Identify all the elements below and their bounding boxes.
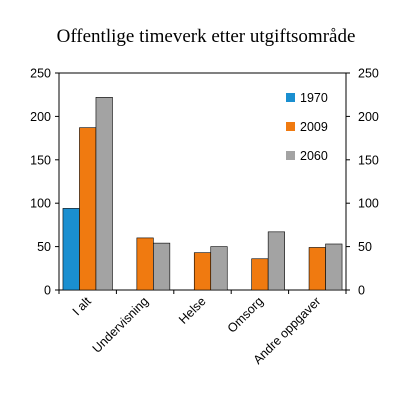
bar-2009-2 bbox=[193, 252, 212, 291]
right-tick-label: 200 bbox=[358, 110, 379, 124]
bar-1970-0 bbox=[62, 208, 80, 291]
legend-label-2009: 2009 bbox=[300, 120, 328, 134]
bar-2009-4 bbox=[308, 247, 326, 291]
bar-2060-4 bbox=[325, 243, 343, 291]
chart-title: Offentlige timeverk etter utgiftsområde bbox=[57, 26, 356, 47]
right-tick-label: 250 bbox=[358, 67, 379, 81]
category-label: Omsorg bbox=[225, 294, 266, 335]
right-tick-label: 100 bbox=[358, 197, 379, 211]
legend-label-2060: 2060 bbox=[300, 149, 328, 163]
bar-2009-3 bbox=[251, 258, 269, 291]
category-label: I alt bbox=[70, 294, 95, 319]
right-tick-label: 0 bbox=[358, 284, 365, 298]
left-tick-label: 200 bbox=[30, 110, 51, 124]
legend-swatch-1970 bbox=[286, 93, 295, 102]
legend-swatch-2060 bbox=[286, 151, 295, 160]
left-tick-label: 50 bbox=[37, 240, 51, 254]
category-label: Helse bbox=[176, 294, 209, 327]
bar-2060-2 bbox=[210, 246, 228, 291]
left-tick-label: 0 bbox=[44, 284, 51, 298]
left-tick-label: 250 bbox=[30, 67, 51, 81]
left-axis: 0 50 100 150 200 250 bbox=[30, 67, 59, 298]
legend-label-1970: 1970 bbox=[300, 91, 328, 105]
bar-series bbox=[62, 97, 343, 291]
legend: 1970 2009 2060 bbox=[286, 91, 328, 163]
left-tick-label: 100 bbox=[30, 197, 51, 211]
category-label: Undervisning bbox=[90, 294, 152, 356]
bar-2060-1 bbox=[153, 242, 171, 291]
legend-swatch-2009 bbox=[286, 122, 295, 131]
right-axis: 0 50 100 150 200 250 bbox=[346, 67, 379, 298]
bar-2060-3 bbox=[267, 231, 285, 291]
bar-2009-1 bbox=[136, 237, 154, 291]
right-tick-label: 50 bbox=[358, 240, 372, 254]
left-tick-label: 150 bbox=[30, 153, 51, 167]
bar-2060-0 bbox=[95, 97, 113, 291]
right-tick-label: 150 bbox=[358, 153, 379, 167]
bar-2009-0 bbox=[79, 127, 97, 291]
